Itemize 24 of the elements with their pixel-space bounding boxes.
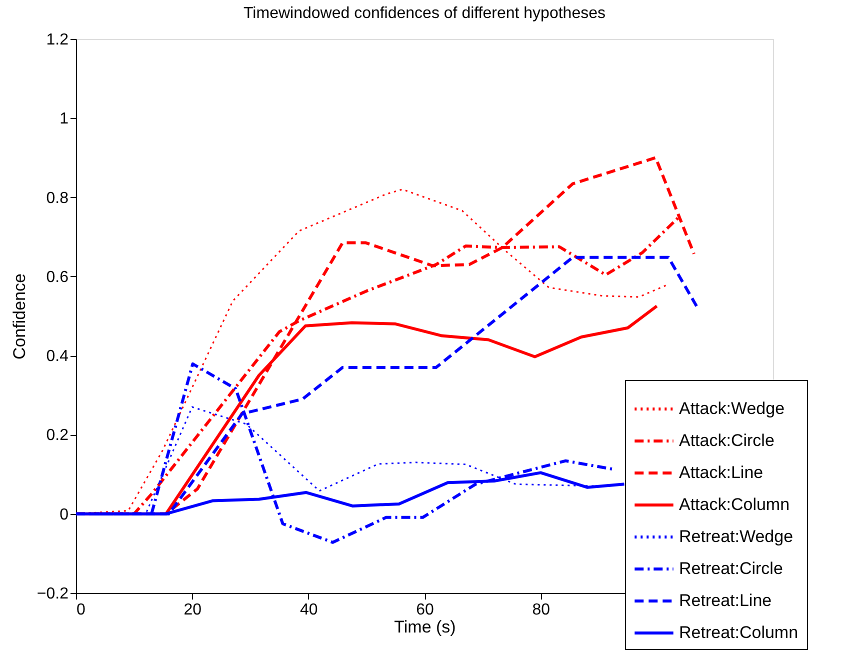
- y-tick-label: 0.8: [46, 190, 69, 207]
- legend-label: Attack:Line: [679, 463, 764, 482]
- y-tick-label: 1.2: [46, 32, 69, 48]
- legend-label: Retreat:Wedge: [679, 527, 794, 546]
- y-tick-label: 0.6: [46, 268, 69, 286]
- legend-label: Attack:Circle: [679, 431, 774, 450]
- x-tick-label: 0: [76, 602, 86, 618]
- y-tick-label: −0.2: [36, 586, 69, 602]
- x-axis-title: Time (s): [394, 618, 456, 636]
- legend-label: Attack:Column: [679, 495, 790, 514]
- y-tick-label: 0.2: [46, 427, 69, 444]
- y-axis-title: Confidence: [10, 273, 29, 360]
- y-tick-label: 0.4: [46, 348, 69, 366]
- y-tick-label: 1: [60, 110, 69, 128]
- x-tick-label: 40: [300, 602, 318, 618]
- x-tick-label: 20: [184, 602, 202, 618]
- legend-label: Attack:Wedge: [679, 399, 785, 418]
- legend-label: Retreat:Line: [679, 591, 772, 610]
- legend-label: Retreat:Circle: [679, 559, 783, 578]
- x-tick-label: 60: [416, 602, 434, 618]
- y-tick-label: 0: [60, 506, 69, 524]
- chart-title: Timewindowed confidences of different hypotheses: [244, 5, 606, 22]
- x-tick-label: 80: [532, 602, 550, 618]
- legend-label: Retreat:Column: [679, 623, 798, 642]
